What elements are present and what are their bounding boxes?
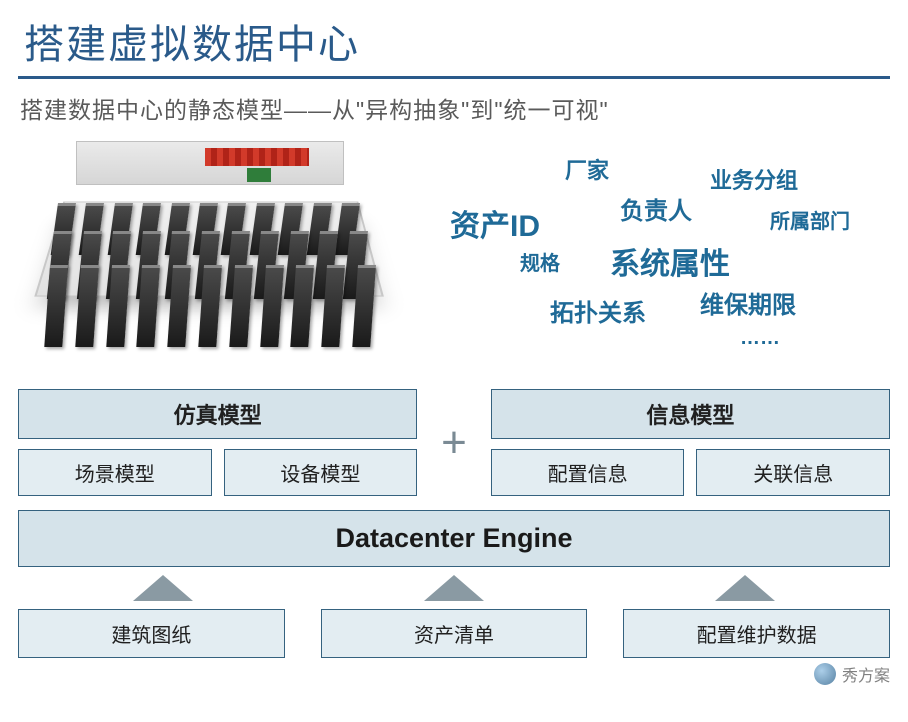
model-right-column: 信息模型 配置信息 关联信息 [491, 389, 890, 496]
watermark-icon [814, 663, 836, 685]
input-box-1: 资产清单 [321, 609, 588, 658]
tag-cloud: 厂家 业务分组资产ID 负责人 所属部门规格 系统属性拓扑关系 维保期限 …… [410, 135, 908, 375]
model-right-subs: 配置信息 关联信息 [491, 449, 890, 496]
model-right-sub-1: 关联信息 [696, 449, 890, 496]
tag-cloud-item: 业务分组 [710, 163, 798, 195]
dc-red-units [205, 148, 309, 166]
title-underline [18, 76, 890, 79]
arrow-up-icon [715, 575, 775, 601]
arrow-up-icon [424, 575, 484, 601]
plus-icon: + [435, 421, 473, 465]
watermark: 秀方案 [814, 662, 890, 686]
rack-row [44, 265, 376, 347]
model-left-subs: 场景模型 设备模型 [18, 449, 417, 496]
tag-cloud-item: 负责人 [620, 191, 692, 226]
models-row: 仿真模型 场景模型 设备模型 + 信息模型 配置信息 关联信息 [0, 389, 908, 496]
engine-box: Datacenter Engine [18, 510, 890, 567]
arrows-row [18, 575, 890, 601]
model-left-sub-1: 设备模型 [224, 449, 418, 496]
inputs-row: 建筑图纸 资产清单 配置维护数据 [18, 609, 890, 658]
tag-cloud-item: 维保期限 [700, 285, 796, 320]
input-box-2: 配置维护数据 [623, 609, 890, 658]
tag-cloud-item: 规格 [520, 247, 560, 276]
model-left-main: 仿真模型 [18, 389, 417, 439]
input-box-0: 建筑图纸 [18, 609, 285, 658]
model-left-sub-0: 场景模型 [18, 449, 212, 496]
arrow-up-icon [133, 575, 193, 601]
model-right-main: 信息模型 [491, 389, 890, 439]
model-right-sub-0: 配置信息 [491, 449, 685, 496]
tag-cloud-item: 所属部门 [770, 205, 850, 234]
datacenter-illustration [30, 135, 410, 365]
upper-section: 厂家 业务分组资产ID 负责人 所属部门规格 系统属性拓扑关系 维保期限 …… [0, 135, 908, 375]
tag-cloud-item: 厂家 [565, 153, 609, 185]
page-subtitle: 搭建数据中心的静态模型——从"异构抽象"到"统一可视" [0, 87, 908, 135]
tag-cloud-item: 系统属性 [610, 239, 730, 283]
dc-green-unit [247, 168, 271, 182]
watermark-text: 秀方案 [842, 662, 890, 686]
model-left-column: 仿真模型 场景模型 设备模型 [18, 389, 417, 496]
tag-cloud-item: …… [740, 327, 780, 350]
tag-cloud-item: 拓扑关系 [550, 293, 646, 328]
dc-backwall [76, 141, 344, 185]
tag-cloud-item: 资产ID [450, 201, 540, 245]
page-title: 搭建虚拟数据中心 [0, 0, 908, 76]
